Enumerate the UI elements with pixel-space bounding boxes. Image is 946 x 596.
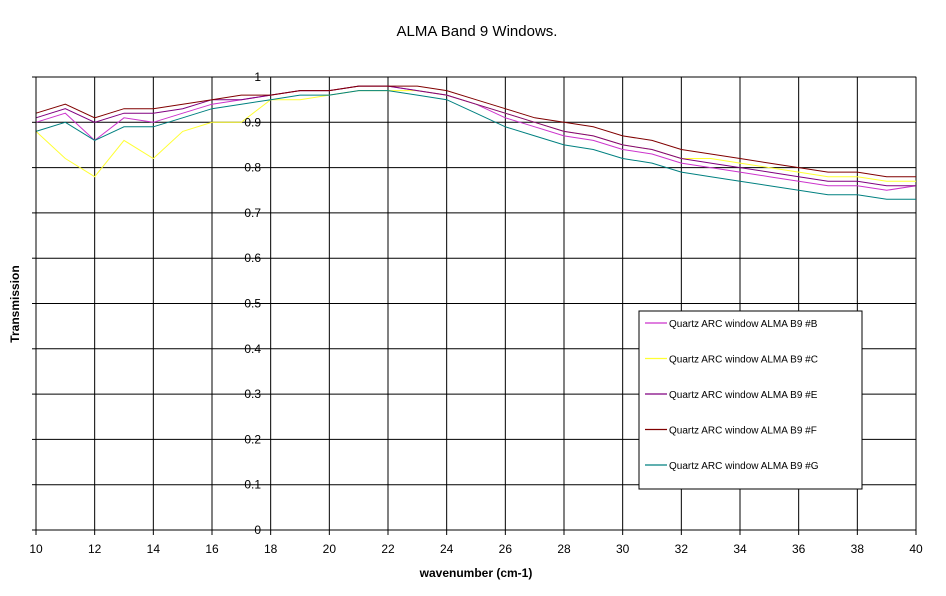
y-tick-label: 0.4 — [244, 342, 261, 356]
x-tick-label: 22 — [381, 542, 395, 556]
x-tick-label: 40 — [909, 542, 923, 556]
series-line-4 — [35, 85, 916, 178]
x-tick-label: 16 — [205, 542, 219, 556]
legend-label: Quartz ARC window ALMA B9 #C — [669, 355, 818, 366]
y-tick-label: 0.7 — [244, 206, 261, 220]
y-tick-label: 0.2 — [244, 432, 261, 446]
legend-label: Quartz ARC window ALMA B9 #B — [669, 319, 818, 330]
y-tick-label: 0.3 — [244, 387, 261, 401]
y-tick-label: 0.1 — [244, 478, 261, 492]
legend-box — [638, 310, 863, 490]
legend-label: Quartz ARC window ALMA B9 #F — [669, 426, 817, 437]
series-lines — [35, 85, 917, 200]
x-tick-label: 34 — [733, 542, 747, 556]
y-tick-label: 0.6 — [244, 251, 261, 265]
axes: 0 0.1 0.2 0.3 0.4 0.5 0.6 0.7 0.8 0.9 1 10 12 14 16 18 2… — [29, 70, 923, 556]
legend-label: Quartz ARC window ALMA B9 #E — [669, 390, 818, 401]
series-line-3 — [35, 85, 916, 187]
x-tick-label: 30 — [616, 542, 630, 556]
legend: Quartz ARC window ALMA B9 #B Quartz ARC w… — [638, 310, 863, 490]
x-tick-label: 24 — [440, 542, 454, 556]
y-tick-label: 1 — [254, 70, 261, 84]
series-line-5 — [35, 90, 916, 200]
x-tick-label: 18 — [264, 542, 278, 556]
y-axis-title: Transmission — [8, 265, 22, 342]
x-tick-label: 20 — [323, 542, 337, 556]
x-tick-label: 12 — [88, 542, 102, 556]
y-tick-label: 0.8 — [244, 161, 261, 175]
y-tick-label: 0 — [254, 523, 261, 537]
x-axis-title: wavenumber (cm-1) — [419, 566, 533, 580]
x-tick-label: 38 — [851, 542, 865, 556]
x-tick-label: 26 — [499, 542, 513, 556]
x-tick-label: 28 — [557, 542, 571, 556]
y-tick-label: 0.5 — [244, 297, 261, 311]
y-tick-label: 0.9 — [244, 115, 261, 129]
chart-title: ALMA Band 9 Windows. — [397, 23, 558, 40]
x-tick-label: 36 — [792, 542, 806, 556]
x-tick-label: 14 — [147, 542, 161, 556]
legend-label: Quartz ARC window ALMA B9 #G — [669, 461, 819, 472]
x-tick-label: 10 — [29, 542, 43, 556]
x-tick-label: 32 — [675, 542, 689, 556]
